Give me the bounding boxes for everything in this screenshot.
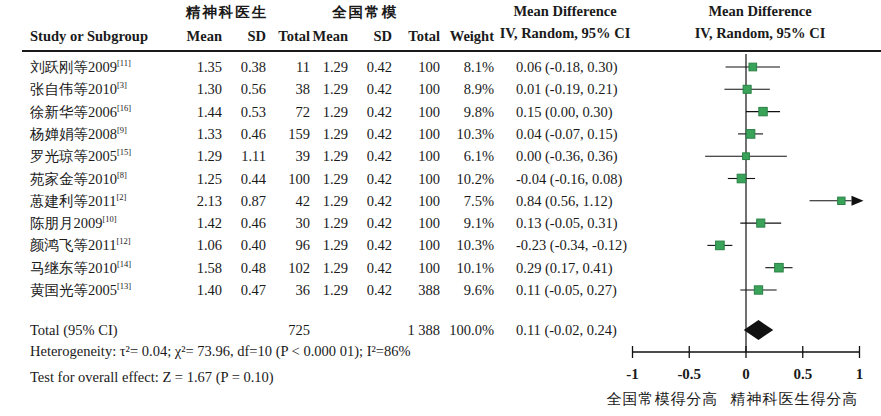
axis-label-right: 精神科医生得分高	[712, 390, 877, 409]
effect-square	[754, 286, 762, 294]
effect-square	[759, 107, 767, 115]
effect-square	[746, 130, 755, 139]
overall-diamond	[744, 320, 774, 340]
forest-plot-figure: 精神科医生 全国常模 Mean Difference Mean Differen…	[0, 0, 881, 416]
x-tick-label: -0.5	[677, 366, 701, 382]
ci-arrow-icon	[852, 196, 864, 206]
effect-square	[737, 174, 746, 183]
effect-square	[757, 219, 765, 227]
x-tick-label: 1	[856, 366, 864, 382]
effect-square	[838, 197, 845, 204]
effect-square	[716, 241, 725, 250]
effect-square	[749, 63, 757, 71]
x-tick-label: 0.5	[793, 366, 812, 382]
forest-plot-canvas: -1 -0.5 0 0.5 1	[0, 0, 881, 416]
x-tick-label: -1	[626, 366, 639, 382]
x-tick-label: 0	[742, 366, 750, 382]
effect-square	[743, 85, 751, 93]
effect-square	[743, 153, 750, 160]
effect-square	[775, 263, 784, 272]
